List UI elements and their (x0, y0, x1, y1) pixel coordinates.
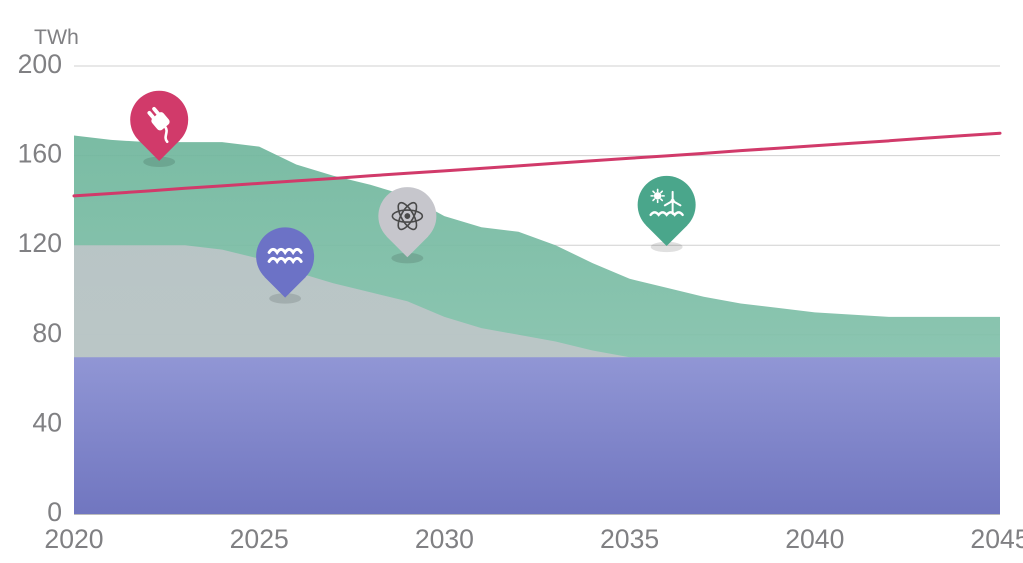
x-tick-label: 2045 (970, 524, 1023, 554)
y-axis-label: TWh (34, 25, 79, 49)
y-tick-label: 0 (47, 497, 62, 527)
y-tick-label: 80 (32, 318, 62, 348)
y-tick-label: 120 (18, 228, 62, 258)
hydro-area (74, 357, 1000, 514)
y-tick-label: 200 (18, 49, 62, 79)
x-tick-label: 2035 (600, 524, 659, 554)
chart-svg: 0 40 80 120 160 200TWh 2020 2025 2030 2035 2040 204… (0, 0, 1023, 563)
energy-stacked-area-chart: 0 40 80 120 160 200TWh 2020 2025 2030 2035 2040 204… (0, 0, 1023, 563)
y-tick-label: 160 (18, 139, 62, 169)
x-tick-label: 2025 (230, 524, 289, 554)
renewables-marker (638, 176, 696, 252)
x-tick-label: 2040 (785, 524, 844, 554)
y-tick-label: 40 (32, 407, 62, 437)
x-tick-label: 2030 (415, 524, 474, 554)
x-tick-label: 2020 (44, 524, 103, 554)
